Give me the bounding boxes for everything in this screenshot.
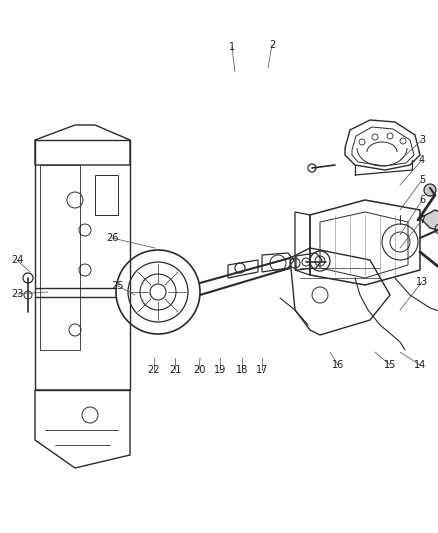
Text: 21: 21 xyxy=(169,365,181,375)
Text: 3: 3 xyxy=(419,135,425,145)
Text: 7: 7 xyxy=(419,215,425,225)
Text: 5: 5 xyxy=(419,175,425,185)
Text: 13: 13 xyxy=(416,277,428,287)
Text: 22: 22 xyxy=(148,365,160,375)
Text: 15: 15 xyxy=(384,360,396,370)
Text: 1: 1 xyxy=(229,42,235,52)
Text: 23: 23 xyxy=(11,289,23,299)
Text: 6: 6 xyxy=(419,195,425,205)
Circle shape xyxy=(424,184,436,196)
Text: 19: 19 xyxy=(214,365,226,375)
Text: 24: 24 xyxy=(11,255,23,265)
Text: 25: 25 xyxy=(112,281,124,291)
Text: 4: 4 xyxy=(419,155,425,165)
Text: 18: 18 xyxy=(236,365,248,375)
Text: 20: 20 xyxy=(193,365,205,375)
Text: 2: 2 xyxy=(269,40,275,50)
Text: 17: 17 xyxy=(256,365,268,375)
Polygon shape xyxy=(420,210,438,232)
Text: 16: 16 xyxy=(332,360,344,370)
Text: 14: 14 xyxy=(414,360,426,370)
Text: 26: 26 xyxy=(106,233,118,243)
